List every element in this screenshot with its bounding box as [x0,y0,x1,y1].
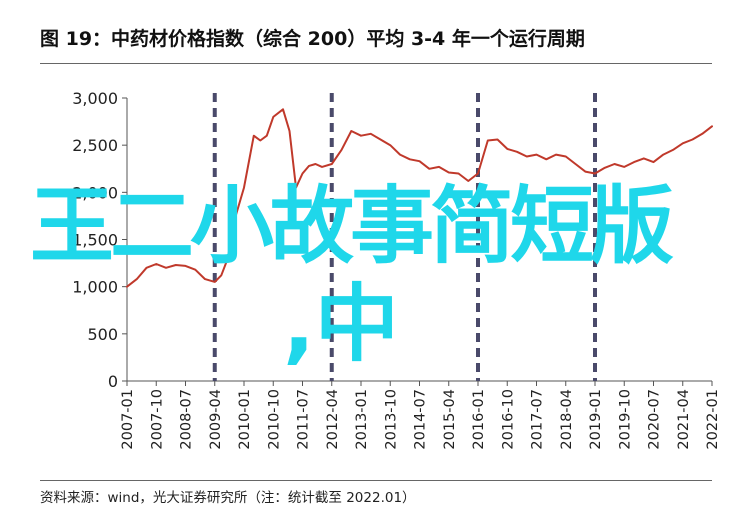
source-note: 资料来源：wind，光大证券研究所（注：统计截至 2022.01） [40,490,416,506]
source-divider [40,480,712,481]
watermark-text-secondary: ,中 [283,275,399,373]
x-axis: 2007-01 2007-10 2008-07 2009-04 2010-01 2010-… [120,380,721,450]
x-tick-label: 2018-04 [559,389,575,450]
series-group [126,108,713,288]
x-tick-label: 2021-04 [676,389,692,450]
watermark-text-primary: 王二小故事简短版 [30,177,674,275]
x-tick-label: 2010-10 [266,389,282,450]
x-tick-label: 2014-07 [413,389,429,450]
y-tick-label: 2,500 [72,136,118,155]
x-tick-label: 2007-10 [149,389,165,450]
x-tick-label: 2019-01 [588,389,604,450]
y-axis: 0 500 1,000 1,500 2,000 2,500 3,000 [72,89,128,391]
x-tick-label: 2017-07 [530,389,546,450]
title-divider [40,63,712,64]
y-tick-label: 0 [108,372,118,391]
cycle-markers [212,93,597,381]
y-tick-label: 1,000 [72,278,118,297]
series-line [126,108,713,288]
x-tick-label: 2008-07 [179,389,195,450]
x-tick-label: 2020-07 [647,389,663,450]
y-tick-label: 1,500 [72,231,118,250]
y-tick-label: 3,000 [72,89,118,108]
x-tick-label: 2019-10 [617,389,633,450]
x-tick-label: 2013-10 [383,389,399,450]
x-tick-label: 2012-04 [325,389,341,450]
chart-title: 图 19：中药材价格指数（综合 200）平均 3-4 年一个运行周期 [40,28,585,50]
x-tick-label: 2016-10 [500,389,516,450]
x-tick-label: 2022-01 [705,389,721,450]
x-tick-label: 2009-04 [208,389,224,450]
x-tick-label: 2016-01 [471,389,487,450]
y-tick-label: 500 [87,325,118,344]
x-tick-label: 2013-01 [354,389,370,450]
x-tick-label: 2015-04 [442,389,458,450]
x-tick-label: 2007-01 [120,389,136,450]
x-tick-label: 2010-01 [237,389,253,450]
y-tick-label: 2,000 [72,183,118,202]
x-tick-label: 2011-07 [296,389,312,450]
